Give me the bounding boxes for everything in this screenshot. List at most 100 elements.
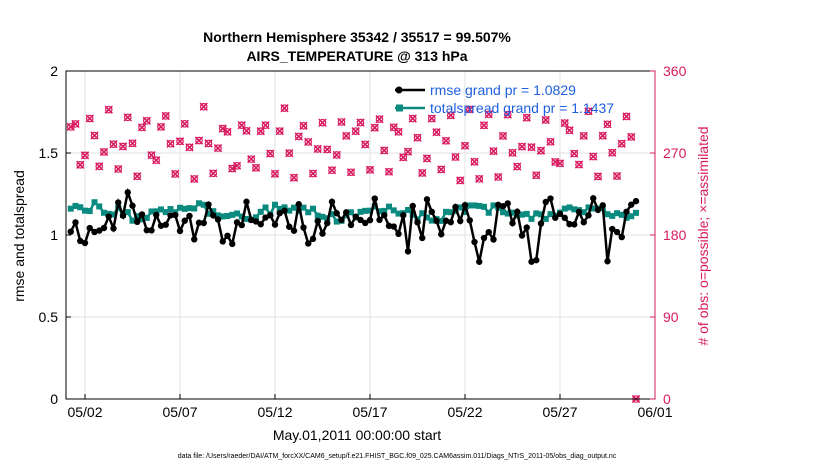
obs-assimilated-point	[223, 127, 232, 137]
obs-possible-point	[522, 113, 531, 122]
rmse-point	[286, 223, 293, 230]
totalspread-point	[618, 211, 625, 218]
rmse-point	[400, 212, 407, 219]
rmse-point	[566, 220, 573, 228]
totalspread-point	[333, 218, 340, 225]
obs-assimilated-point	[546, 137, 555, 146]
totalspread-point	[186, 205, 193, 212]
obs-assimilated-point	[508, 148, 517, 157]
obs-possible-point	[413, 133, 422, 142]
obs-assimilated-point	[589, 152, 598, 161]
obs-possible-point	[166, 139, 175, 148]
rmse-point	[628, 201, 635, 208]
totalspread-point	[362, 207, 369, 214]
rmse-point	[324, 219, 331, 227]
y-tick-label-right: 360	[663, 63, 687, 79]
rmse-point	[262, 214, 269, 221]
totalspread-point	[67, 205, 74, 212]
rmse-point	[561, 214, 568, 222]
obs-assimilated-point	[156, 122, 166, 132]
obs-possible-point	[161, 112, 170, 120]
obs-possible-point	[138, 123, 146, 132]
obs-assimilated-point	[384, 167, 394, 176]
obs-possible-point	[503, 110, 512, 119]
obs-assimilated-point	[294, 132, 303, 141]
rmse-point	[172, 211, 179, 219]
x-tick-label: 05/02	[67, 404, 102, 420]
totalspread-point	[390, 207, 397, 214]
obs-possible-point	[584, 107, 593, 116]
obs-possible-point	[323, 145, 332, 154]
obs-possible-point	[128, 139, 137, 148]
obs-assimilated-point	[142, 116, 151, 125]
totalspread-point	[590, 205, 597, 212]
obs-possible-point	[280, 104, 289, 112]
rmse-point	[119, 212, 127, 219]
obs-assimilated-point	[318, 118, 327, 127]
totalspread-point	[139, 216, 145, 223]
totalspread-point	[329, 211, 335, 218]
rmse-point	[409, 202, 416, 210]
rmse-point	[504, 200, 511, 207]
obs-possible-point	[408, 114, 417, 123]
obs-assimilated-point	[90, 131, 99, 140]
totalspread-point	[419, 210, 426, 217]
obs-assimilated-point	[95, 162, 104, 171]
rmse-point	[542, 198, 549, 206]
chart-title: Northern Hemisphere 35342 / 35517 = 99.5…	[203, 29, 511, 45]
obs-assimilated-point	[456, 176, 465, 185]
obs-assimilated-point	[574, 160, 584, 169]
obs-possible-point	[598, 131, 607, 140]
obs-assimilated-point	[270, 169, 280, 178]
rmse-point	[590, 195, 597, 202]
obs-assimilated-point	[327, 166, 337, 175]
obs-possible-point	[613, 172, 621, 180]
rmse-point	[571, 221, 578, 228]
totalspread-point	[490, 202, 497, 209]
totalspread-point	[376, 208, 383, 215]
obs-possible-point	[95, 162, 104, 171]
rmse-point	[476, 258, 483, 265]
obs-possible-point	[451, 153, 460, 161]
obs-possible-point	[337, 118, 346, 126]
totalspread-point	[129, 217, 136, 224]
rmse-point	[480, 234, 488, 242]
obs-assimilated-point	[128, 139, 137, 148]
obs-possible-point	[437, 165, 446, 174]
obs-possible-point	[356, 118, 365, 127]
totalspread-point	[262, 204, 269, 211]
obs-assimilated-point	[532, 171, 541, 180]
obs-assimilated-point	[513, 162, 522, 171]
rmse-point	[533, 256, 540, 264]
rmse-point	[338, 216, 345, 224]
totalspread-point	[428, 217, 435, 224]
obs-assimilated-point	[109, 140, 118, 149]
obs-possible-point	[309, 169, 317, 178]
rmse-point	[613, 228, 621, 236]
totalspread-point	[181, 205, 188, 212]
obs-assimilated-point	[289, 173, 299, 182]
obs-possible-point	[589, 152, 598, 161]
legend: rmse grand pr = 1.0829 totalspread grand…	[395, 82, 614, 116]
obs-possible-point	[157, 123, 165, 131]
totalspread-point	[538, 211, 544, 218]
obs-assimilated-point	[375, 115, 384, 124]
obs-assimilated-point	[555, 159, 565, 168]
obs-possible-point	[71, 120, 80, 128]
rmse-point	[395, 230, 402, 238]
obs-possible-point	[361, 140, 370, 149]
obs-assimilated-point	[551, 157, 560, 167]
rmse-point	[100, 224, 108, 232]
obs-assimilated-point	[123, 113, 132, 122]
rmse-point	[457, 217, 464, 225]
obs-assimilated-point	[627, 132, 636, 142]
obs-assimilated-point	[560, 118, 569, 128]
obs-assimilated-point	[422, 154, 432, 163]
obs-assimilated-point	[152, 156, 161, 165]
obs-assimilated-point	[137, 123, 147, 132]
obs-possible-point	[461, 141, 469, 150]
rmse-point	[514, 208, 521, 215]
obs-assimilated-point	[603, 120, 612, 129]
obs-assimilated-point	[204, 139, 213, 148]
totalspread-point	[177, 204, 183, 211]
